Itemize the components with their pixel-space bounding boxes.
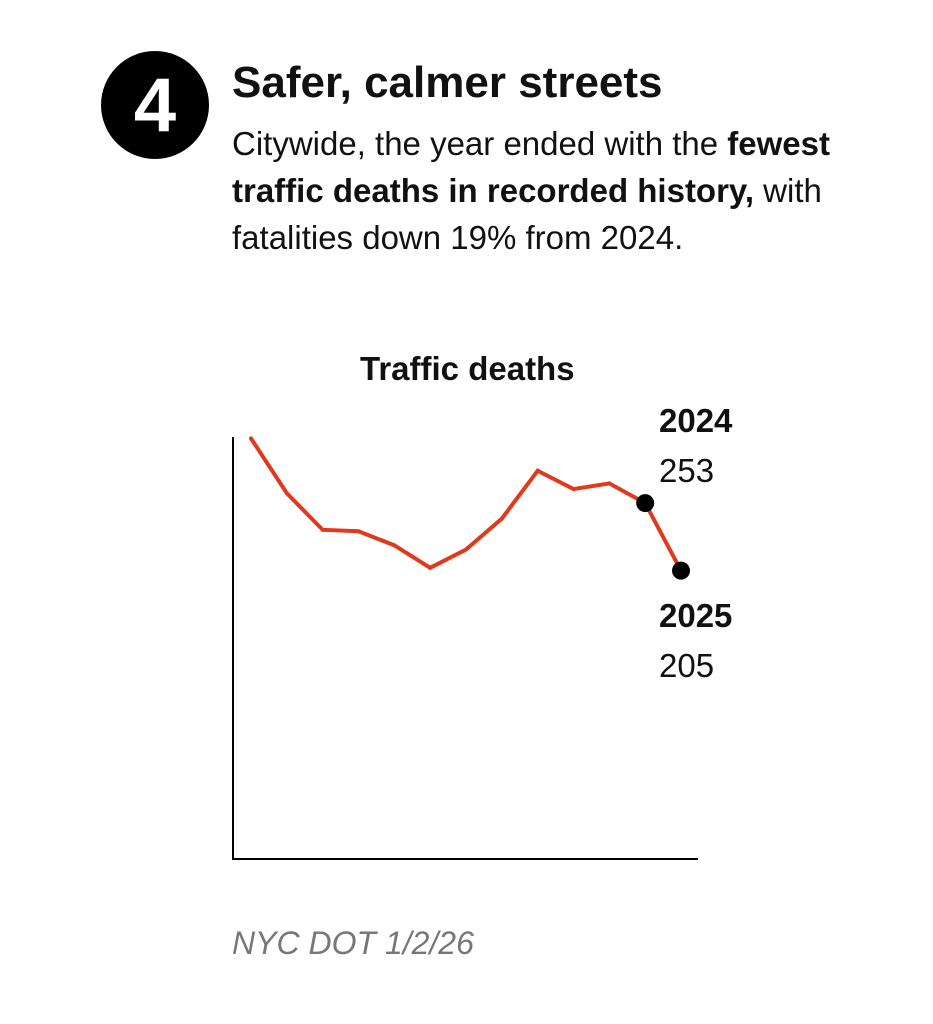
chart-title: Traffic deaths: [360, 350, 575, 387]
data-point: [284, 491, 289, 496]
annotation-2025-year: 2025: [659, 597, 733, 634]
data-point: [428, 565, 433, 570]
annotation-2024-value: 253: [659, 452, 715, 489]
data-point: [499, 516, 504, 521]
marker-2024: [636, 494, 655, 513]
desc-text: Citywide, the year ended with the: [232, 125, 728, 162]
section-description: Citywide, the year ended with the fewest…: [232, 120, 872, 261]
data-point: [392, 543, 397, 548]
data-point: [535, 468, 540, 473]
desc-text-end: with fatalities down 19% from 2024.: [232, 172, 822, 256]
step-number-badge: 4: [101, 51, 209, 159]
data-point: [571, 487, 576, 492]
annotation-2024-year: 2024: [659, 402, 733, 439]
data-point: [320, 527, 325, 532]
marker-2025: [672, 561, 690, 580]
source-note: NYC DOT 1/2/26: [232, 925, 474, 961]
data-point: [464, 547, 468, 552]
data-point: [356, 529, 361, 534]
desc-highlight: fewest traffic deaths in recorded histor…: [232, 125, 830, 209]
section-title: Safer, calmer streets: [232, 58, 663, 107]
data-point: [607, 481, 612, 486]
annotation-2025-value: 205: [659, 647, 715, 684]
data-point: [249, 436, 253, 441]
